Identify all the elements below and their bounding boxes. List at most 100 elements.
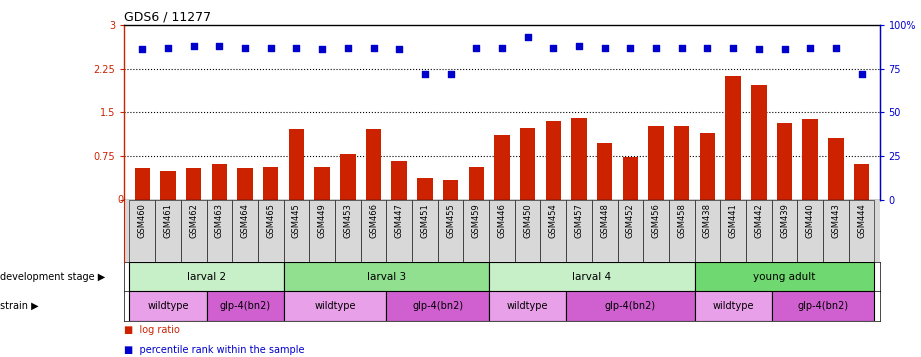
Point [495, 45, 509, 51]
Bar [828, 137, 844, 200]
Bar [726, 76, 740, 200]
Bar [694, 291, 772, 321]
Text: wildtype: wildtype [147, 301, 189, 311]
Bar [772, 291, 874, 321]
Point [726, 45, 740, 51]
Bar [212, 164, 227, 200]
Text: GSM443: GSM443 [832, 203, 840, 238]
Bar [134, 168, 150, 200]
Point [391, 47, 406, 52]
Point [367, 45, 381, 51]
Text: GSM463: GSM463 [215, 203, 224, 238]
Text: GSM459: GSM459 [472, 203, 481, 238]
Bar [361, 200, 386, 262]
Text: GSM453: GSM453 [344, 203, 353, 238]
Point [520, 34, 535, 40]
Text: GSM464: GSM464 [240, 203, 250, 238]
Text: GSM450: GSM450 [523, 203, 532, 238]
Bar [772, 200, 798, 262]
Point [417, 71, 432, 77]
Bar [155, 200, 181, 262]
Text: GSM454: GSM454 [549, 203, 558, 238]
Point [341, 45, 356, 51]
Bar [417, 178, 433, 200]
Text: young adult: young adult [753, 272, 816, 282]
Bar [258, 200, 284, 262]
Text: ■  log ratio: ■ log ratio [124, 325, 181, 335]
Text: GSM440: GSM440 [806, 203, 815, 238]
Bar [412, 200, 437, 262]
Bar [181, 200, 206, 262]
Text: glp-4(bn2): glp-4(bn2) [798, 301, 848, 311]
Text: GSM449: GSM449 [318, 203, 327, 238]
Bar [746, 200, 772, 262]
Point [572, 43, 587, 49]
Bar [366, 129, 381, 200]
Bar [495, 135, 509, 200]
Text: larval 3: larval 3 [367, 272, 406, 282]
Bar [541, 200, 566, 262]
Point [777, 47, 792, 52]
Point [443, 71, 458, 77]
Bar [849, 200, 874, 262]
Text: glp-4(bn2): glp-4(bn2) [605, 301, 656, 311]
Bar [489, 291, 566, 321]
Bar [592, 200, 618, 262]
Point [186, 43, 201, 49]
Bar [798, 200, 823, 262]
Bar [309, 200, 335, 262]
Text: GSM448: GSM448 [600, 203, 609, 238]
Text: GSM447: GSM447 [395, 203, 403, 238]
Bar [520, 128, 535, 200]
Bar [643, 200, 669, 262]
Bar [340, 155, 356, 200]
Point [469, 45, 484, 51]
Bar [515, 200, 541, 262]
Text: GSM452: GSM452 [626, 203, 635, 238]
Text: larval 2: larval 2 [187, 272, 226, 282]
Bar [160, 171, 176, 200]
Text: GSM458: GSM458 [677, 203, 686, 238]
Bar [854, 164, 869, 200]
Text: wildtype: wildtype [314, 301, 356, 311]
Bar [443, 180, 459, 200]
Point [289, 45, 304, 51]
Point [546, 45, 561, 51]
Bar [720, 200, 746, 262]
Text: GSM455: GSM455 [446, 203, 455, 238]
Bar [674, 126, 690, 200]
Point [160, 45, 175, 51]
Bar [238, 168, 252, 200]
Bar [823, 200, 849, 262]
Text: GDS6 / 11277: GDS6 / 11277 [124, 11, 212, 24]
Text: 0: 0 [117, 195, 123, 205]
Bar [206, 291, 284, 321]
Text: strain ▶: strain ▶ [0, 301, 39, 311]
Bar [752, 85, 766, 200]
Point [854, 71, 869, 77]
Text: glp-4(bn2): glp-4(bn2) [219, 301, 271, 311]
Bar [386, 200, 412, 262]
Point [752, 47, 766, 52]
Text: GSM466: GSM466 [369, 203, 378, 238]
Point [623, 45, 637, 51]
Point [598, 45, 612, 51]
Text: GSM451: GSM451 [420, 203, 429, 238]
Bar [186, 168, 202, 200]
Text: development stage ▶: development stage ▶ [0, 272, 105, 282]
Bar [391, 161, 407, 200]
Text: GSM445: GSM445 [292, 203, 301, 238]
Point [238, 45, 252, 51]
Point [803, 45, 818, 51]
Text: GSM446: GSM446 [497, 203, 507, 238]
Text: ■  percentile rank within the sample: ■ percentile rank within the sample [124, 345, 305, 355]
Bar [437, 200, 463, 262]
Bar [469, 167, 484, 200]
Text: GSM456: GSM456 [651, 203, 660, 238]
Text: GSM442: GSM442 [754, 203, 764, 238]
Bar [802, 120, 818, 200]
Bar [335, 200, 361, 262]
Text: GSM439: GSM439 [780, 203, 789, 238]
Point [135, 47, 150, 52]
Point [315, 47, 330, 52]
